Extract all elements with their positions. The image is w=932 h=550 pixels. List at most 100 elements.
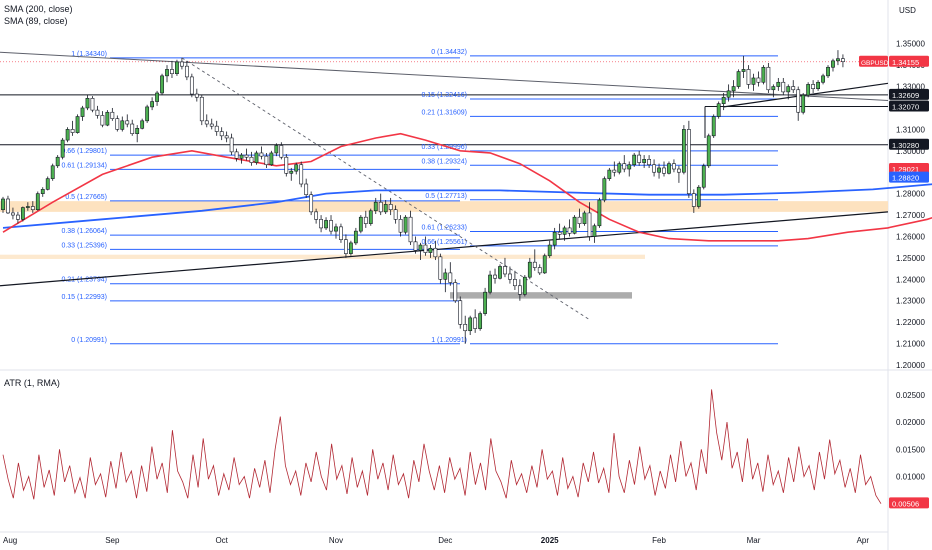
atr-tag-value: 0.00506 [892,499,919,508]
candle [353,227,358,246]
candle-body [592,225,597,237]
candle-body [657,167,661,173]
candle-body [428,247,433,253]
x-tick-label: Oct [215,536,228,545]
candle-body [423,244,428,253]
price-tag-bg [889,100,929,112]
candle-body [65,129,70,141]
candle [836,50,840,66]
candle [537,264,542,276]
x-tick-label: Dec [438,536,452,545]
candle [398,215,403,237]
candle-body [100,115,105,126]
candle [45,176,50,191]
candle [816,80,820,91]
candle-body [786,86,791,93]
candle [572,215,577,235]
symbol-tag-bg [859,55,888,67]
candle-body [816,81,820,89]
candle-body [11,212,15,216]
dashed-projection-line [181,57,591,321]
candle [811,80,816,93]
candle-body [532,261,537,268]
short-uptrend-line [723,82,889,108]
y-tick-label: 1.33000 [896,83,925,92]
fib-label-left: 1 (1.34340) [71,51,107,58]
candle-body [756,77,761,83]
candle-body [632,154,637,166]
candle [681,125,686,175]
candle [552,227,557,250]
y-tick-label: 1.30000 [896,147,925,156]
candle [408,210,413,246]
candle [557,223,562,239]
candle [761,65,766,85]
candle-body [299,164,304,185]
candle-body [483,291,487,314]
consolidation-box [450,292,632,299]
candle-body [731,86,736,92]
candle [170,60,174,78]
candle-body [209,123,214,127]
candle [120,116,125,132]
candle-body [254,152,259,163]
fib-label-left: 0.15 (1.22993) [61,294,107,301]
fib-label-right: 0 (1.34432) [431,49,467,56]
candle [214,120,219,136]
currency-label: USD [899,6,916,15]
candle-body [284,156,289,174]
candle [517,279,522,301]
candle-body [672,163,676,170]
y-tick-label: 1.21000 [896,340,925,349]
price-tag-value: 1.34155 [892,58,919,67]
candle [358,215,363,234]
candle-body [184,65,189,78]
candle-body [448,272,453,283]
candle [339,223,343,243]
candle [85,95,90,111]
candle [378,193,383,216]
candle [125,114,130,128]
candle-body [358,216,363,232]
candle-body [403,216,408,233]
candle-body [642,159,647,163]
candle-body [781,81,786,93]
candle-body [135,128,140,134]
fib-label-left: 0.66 (1.29801) [61,148,107,155]
candle [70,120,75,136]
candle [160,73,164,96]
candle [244,148,249,161]
candle-body [50,165,55,179]
candle [204,114,209,128]
candle-body [468,317,473,332]
symbol-tag-text: GBPUSD [861,60,889,67]
candle [627,161,632,177]
candle [657,163,661,179]
candle-body [488,274,492,293]
candle [130,119,135,136]
candle-body [150,101,155,108]
candle [468,315,473,336]
candle-body [597,199,602,227]
candle-body [721,96,726,104]
candle-body [373,201,378,212]
fib-label-right: 0.33 (1.29996) [421,144,467,151]
x-tick-label: Aug [3,536,17,545]
candle [413,236,418,254]
candle-body [393,209,398,220]
candle-body [170,69,174,74]
candle-body [716,103,721,117]
candle [309,191,314,216]
candle [383,200,388,214]
candle [274,143,279,157]
fib-label-left: 0 (1.20991) [71,337,107,344]
fib-label-right: 0.66 (1.25561) [421,239,467,246]
y-tick-label: 1.25000 [896,254,925,263]
candle-body [453,282,458,302]
candle [234,148,239,162]
candle [597,197,602,228]
candle [65,127,70,143]
candle [90,96,95,113]
